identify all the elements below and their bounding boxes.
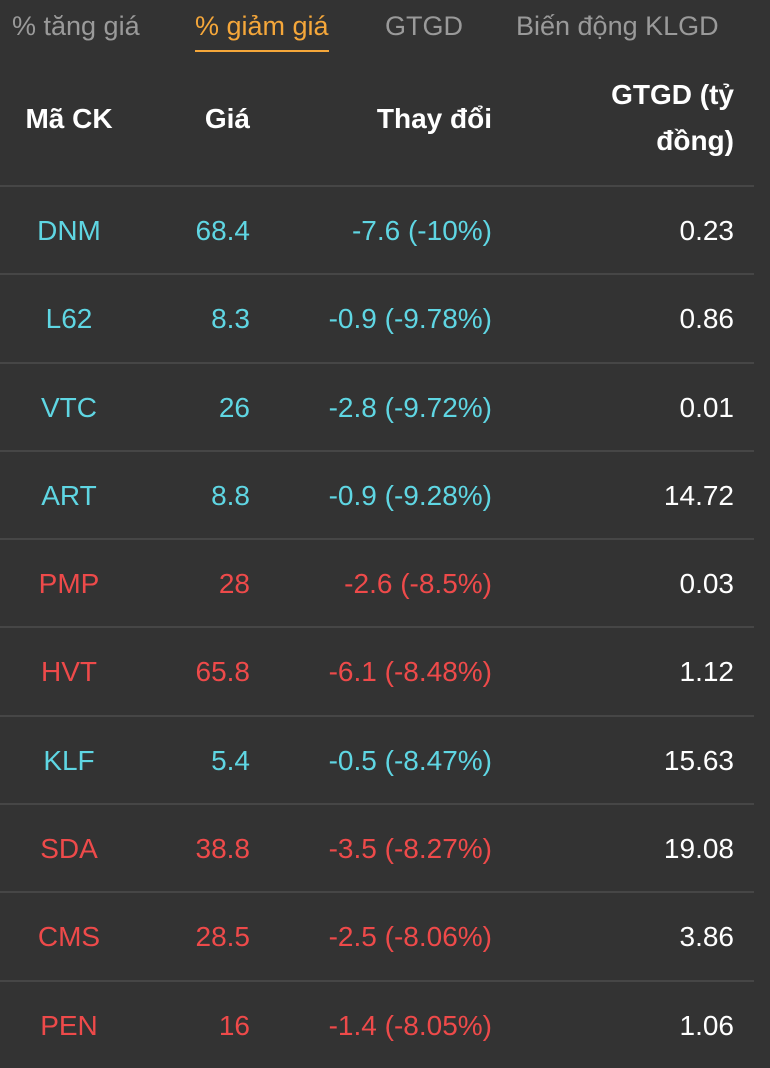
header-trading-value-line1: GTGD (tỷ — [611, 79, 734, 110]
stock-change: -2.8 (-9.72%) — [328, 391, 492, 423]
stock-code: SDA — [40, 833, 98, 865]
stock-change: -0.9 (-9.78%) — [328, 303, 492, 335]
table-row[interactable]: SDA 38.8 -3.5 (-8.27%) 19.08 — [0, 805, 754, 894]
stock-table-body: DNM 68.4 -7.6 (-10%) 0.23 L62 8.3 -0.9 (-9.78%… — [0, 187, 754, 1068]
stock-trading-value: 0.03 — [679, 568, 735, 600]
tab-price-decrease[interactable]: % giảm giá — [195, 8, 329, 52]
stock-price: 8.3 — [211, 303, 250, 335]
header-price: Giá — [204, 103, 250, 134]
stock-code: ART — [41, 479, 97, 511]
table-row[interactable]: KLF 5.4 -0.5 (-8.47%) 15.63 — [0, 717, 754, 806]
stock-price: 38.8 — [195, 833, 251, 865]
stock-price: 65.8 — [195, 656, 251, 688]
stock-trading-value: 3.86 — [679, 921, 735, 953]
table-row[interactable]: CMS 28.5 -2.5 (-8.06%) 3.86 — [0, 893, 754, 982]
stock-trading-value: 1.06 — [679, 1009, 735, 1041]
header-change: Thay đổi — [376, 103, 492, 134]
stock-code: PMP — [38, 568, 100, 600]
table-row[interactable]: PMP 28 -2.6 (-8.5%) 0.03 — [0, 540, 754, 629]
stock-price: 8.8 — [211, 479, 250, 511]
header-trading-value-line2: đồng) — [656, 125, 734, 156]
stock-change: -2.5 (-8.06%) — [328, 921, 492, 953]
tab-bar: % tăng giá % giảm giá GTGD Biến động KLG… — [0, 0, 770, 60]
stock-change: -7.6 (-10%) — [351, 215, 492, 246]
tab-price-increase[interactable]: % tăng giá — [12, 11, 140, 41]
stock-price: 68.4 — [195, 215, 251, 246]
stock-price: 5.4 — [211, 744, 250, 776]
stock-code: PEN — [40, 1009, 98, 1041]
table-row[interactable]: PEN 16 -1.4 (-8.05%) 1.06 — [0, 982, 754, 1068]
stock-trading-value: 0.86 — [679, 303, 735, 335]
stock-price: 28.5 — [195, 921, 251, 953]
stock-code: CMS — [37, 921, 101, 953]
stock-trading-value: 0.23 — [679, 215, 735, 246]
stock-price: 26 — [218, 391, 250, 423]
stock-change: -0.9 (-9.28%) — [328, 479, 492, 511]
header-trading-value: GTGD (tỷ đồng) — [611, 72, 734, 164]
stock-trading-value: 0.01 — [679, 391, 735, 423]
stock-change: -1.4 (-8.05%) — [328, 1009, 492, 1041]
stock-code: VTC — [41, 391, 97, 423]
table-header: Mã CK Giá Thay đổi GTGD (tỷ đồng) — [0, 60, 754, 187]
tab-volume-change[interactable]: Biến động KLGD — [516, 11, 719, 41]
table-row[interactable]: ART 8.8 -0.9 (-9.28%) 14.72 — [0, 452, 754, 541]
stock-trading-value: 19.08 — [663, 833, 734, 865]
stock-change: -2.6 (-8.5%) — [344, 568, 492, 600]
stock-code: HVT — [41, 656, 97, 688]
stock-trading-value: 15.63 — [663, 744, 734, 776]
stock-code: L62 — [45, 303, 93, 335]
header-code: Mã CK — [25, 103, 113, 134]
table-row[interactable]: HVT 65.8 -6.1 (-8.48%) 1.12 — [0, 628, 754, 717]
stock-trading-value: 14.72 — [663, 479, 734, 511]
tab-trading-value[interactable]: GTGD — [385, 11, 463, 41]
stock-code: DNM — [37, 215, 101, 246]
table-row[interactable]: DNM 68.4 -7.6 (-10%) 0.23 — [0, 187, 754, 276]
table-row[interactable]: VTC 26 -2.8 (-9.72%) 0.01 — [0, 364, 754, 452]
stock-change: -6.1 (-8.48%) — [328, 656, 492, 688]
stock-price: 16 — [218, 1009, 250, 1041]
stock-trading-value: 1.12 — [679, 656, 735, 688]
stock-price: 28 — [218, 568, 250, 600]
stock-code: KLF — [43, 744, 95, 776]
stock-change: -3.5 (-8.27%) — [328, 833, 492, 865]
table-row[interactable]: L62 8.3 -0.9 (-9.78%) 0.86 — [0, 275, 754, 364]
stock-change: -0.5 (-8.47%) — [328, 744, 492, 776]
